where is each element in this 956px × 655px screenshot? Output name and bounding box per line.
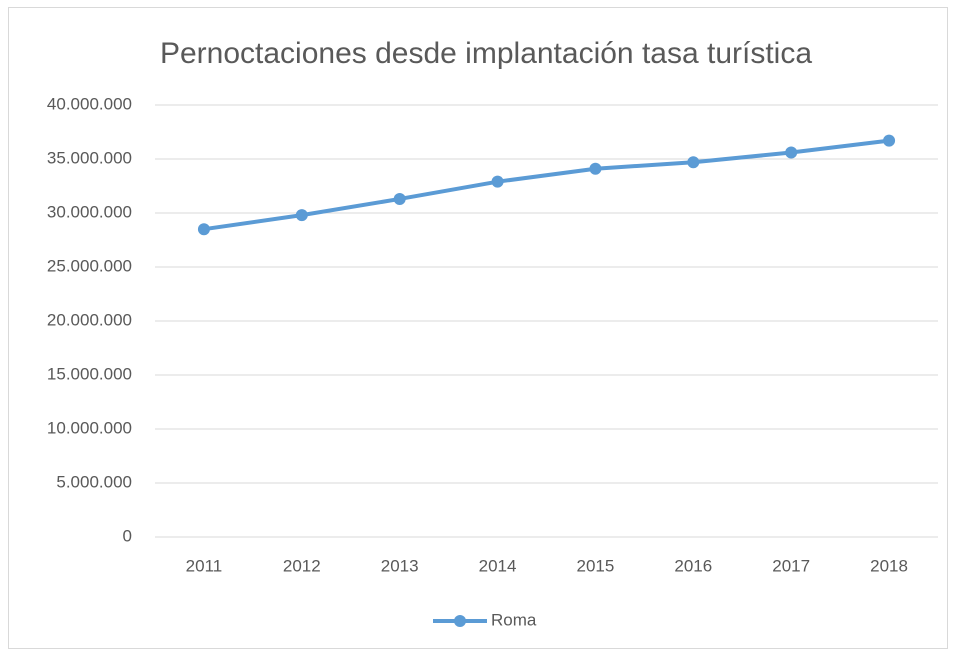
data-point <box>393 192 406 205</box>
x-tick-label: 2016 <box>674 556 712 575</box>
data-point <box>687 156 700 169</box>
series-line <box>203 138 890 232</box>
x-tick-label: 2012 <box>283 556 321 575</box>
y-tick-label: 30.000.000 <box>47 202 132 221</box>
y-tick-label: 35.000.000 <box>47 148 132 167</box>
data-point <box>883 134 896 147</box>
y-tick-label: 10.000.000 <box>47 418 132 437</box>
data-point <box>589 162 602 175</box>
data-point <box>197 223 210 236</box>
x-tick-label: 2014 <box>479 556 517 575</box>
legend-label: Roma <box>491 610 537 629</box>
x-tick-label: 2011 <box>186 556 223 575</box>
chart-title: Pernoctaciones desde implantación tasa t… <box>160 37 812 70</box>
chart-frame <box>8 7 948 649</box>
y-tick-label: 0 <box>123 526 132 545</box>
data-point <box>491 175 504 188</box>
y-tick-label: 20.000.000 <box>47 310 132 329</box>
x-tick-label: 2015 <box>577 556 615 575</box>
y-tick-label: 25.000.000 <box>47 256 132 275</box>
x-tick-label: 2018 <box>870 556 908 575</box>
data-point <box>785 146 798 159</box>
y-tick-label: 40.000.000 <box>47 94 132 113</box>
y-tick-label: 15.000.000 <box>47 364 132 383</box>
y-tick-label: 5.000.000 <box>56 472 132 491</box>
legend-marker <box>454 615 466 627</box>
data-point <box>295 209 308 222</box>
x-tick-label: 2017 <box>772 556 810 575</box>
x-tick-label: 2013 <box>381 556 419 575</box>
